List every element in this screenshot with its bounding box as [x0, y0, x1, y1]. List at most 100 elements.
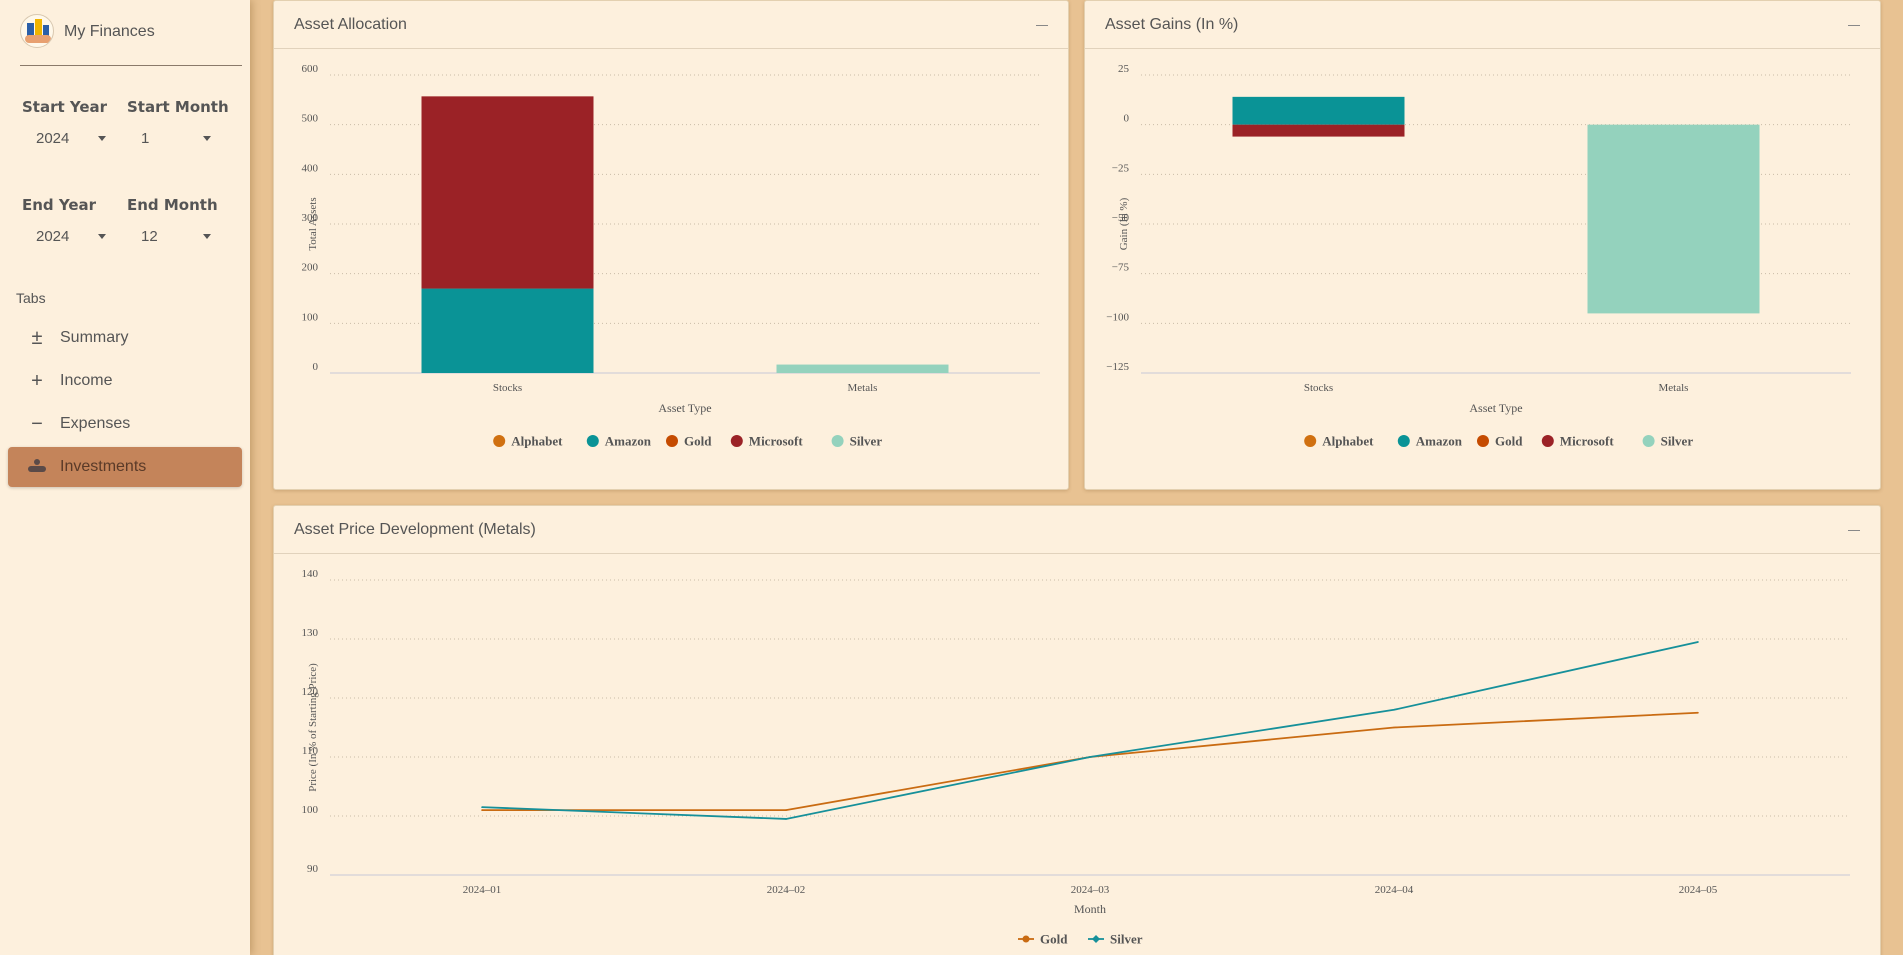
x-tick-label: 2024–04: [1375, 884, 1414, 896]
legend-marker-gold: [1477, 435, 1489, 447]
point-silver: [785, 818, 787, 820]
point-gold: [1393, 726, 1395, 729]
start-month-filter: Start Month 1: [127, 98, 232, 147]
point-gold: [481, 809, 483, 811]
brand[interactable]: My Finances: [20, 14, 242, 66]
line-silver: [481, 641, 1699, 820]
card-header: Asset Gains (In %): [1085, 1, 1880, 49]
y-tick-label: 90: [307, 863, 319, 875]
y-tick-label: 200: [302, 262, 319, 274]
bar-microsoft-stocks: [421, 96, 594, 289]
legend-label-silver: Silver: [1110, 932, 1143, 947]
y-tick-label: −25: [1112, 162, 1130, 174]
y-tick-label: 100: [302, 311, 319, 323]
y-tick-label: 110: [302, 745, 319, 757]
bar-silver-metals: [776, 364, 949, 373]
collapse-button[interactable]: [1848, 19, 1860, 31]
asset-allocation-title: Asset Allocation: [294, 15, 407, 33]
x-tick-label: 2024–02: [767, 884, 806, 896]
tab-income-label: Income: [60, 372, 113, 389]
legend-label-alphabet: Alphabet: [1322, 434, 1374, 449]
tab-income[interactable]: + Income: [8, 361, 242, 401]
x-tick-label: 2024–03: [1071, 884, 1110, 896]
y-axis-label: Price (In % of Starting Price): [307, 663, 319, 792]
y-tick-label: 120: [302, 686, 319, 698]
sidebar: My Finances Start Year 2024 Start Month …: [0, 0, 250, 955]
caret-down-icon: [203, 136, 211, 141]
end-year-label: End Year: [22, 196, 97, 214]
legend-marker-silver: [831, 435, 844, 447]
end-filters: End Year 2024 End Month 12: [22, 196, 232, 245]
end-year-value: 2024: [36, 228, 70, 245]
collapse-button[interactable]: [1036, 19, 1048, 31]
legend-marker-amazon: [1397, 435, 1410, 447]
legend-label-amazon: Amazon: [1416, 434, 1463, 449]
asset-gains-chart: 25 0 −25 −50 −75 −100 −125 Stocks Metals Asset Ty…: [1106, 63, 1851, 449]
card-header: Asset Allocation: [274, 1, 1068, 49]
legend-label-microsoft: Microsoft: [1560, 434, 1615, 449]
y-tick-label: −100: [1106, 311, 1129, 323]
legend-marker-microsoft: [1541, 435, 1554, 447]
point-gold: [785, 809, 787, 811]
collapse-button[interactable]: [1848, 524, 1860, 536]
minus-icon: −: [31, 413, 43, 435]
caret-down-icon: [98, 234, 106, 239]
tab-summary[interactable]: ± Summary: [8, 318, 242, 358]
x-tick-label: Metals: [1659, 382, 1689, 394]
x-tick-label: 2024–05: [1679, 884, 1718, 896]
legend-label-silver: Silver: [850, 434, 883, 449]
y-tick-label: 0: [313, 361, 319, 373]
finance-logo-icon: [20, 14, 54, 48]
point-silver: [481, 806, 483, 808]
asset-price-chart: 90 100 110 120 130 140 2024–01 2024–02 2024–03 20…: [302, 568, 1850, 947]
tab-investments-label: Investments: [60, 458, 147, 475]
start-year-select[interactable]: 2024: [36, 130, 106, 147]
tab-expenses[interactable]: − Expenses: [8, 404, 242, 444]
y-axis-label: Gain (In %): [1118, 197, 1130, 250]
legend-label-gold: Gold: [1495, 434, 1523, 449]
start-filters: Start Year 2024 Start Month 1: [22, 98, 232, 147]
end-month-select[interactable]: 12: [141, 228, 211, 245]
legend-label-silver: Silver: [1661, 434, 1694, 449]
start-year-label: Start Year: [22, 98, 108, 116]
tab-expenses-label: Expenses: [60, 415, 131, 432]
legend-marker-gold: [1022, 935, 1030, 943]
tab-investments[interactable]: Investments: [8, 447, 242, 487]
caret-down-icon: [98, 136, 106, 141]
asset-price-title: Asset Price Development (Metals): [294, 520, 536, 538]
hand-coin-icon: [28, 457, 46, 477]
legend-marker-alphabet: [493, 435, 506, 447]
line-gold: [482, 711, 1699, 812]
start-year-value: 2024: [36, 130, 70, 147]
y-tick-label: −75: [1112, 262, 1130, 274]
asset-allocation-chart: 0 100 200 300 400 500 600 Stocks Metals Asset Typ…: [302, 63, 1040, 449]
y-tick-label: 600: [302, 63, 319, 75]
legend-label-gold: Gold: [1040, 932, 1068, 947]
start-month-label: Start Month: [127, 98, 229, 116]
caret-down-icon: [203, 234, 211, 239]
end-year-filter: End Year 2024: [22, 196, 127, 245]
start-year-filter: Start Year 2024: [22, 98, 127, 147]
point-silver: [1089, 756, 1091, 758]
x-tick-label: 2024–01: [463, 884, 502, 896]
card-header: Asset Price Development (Metals): [274, 506, 1880, 554]
asset-gains-card: Asset Gains (In %) 25 0 −25 −50 −75 −100 −125 S…: [1084, 0, 1881, 490]
x-axis-label: Asset Type: [658, 401, 711, 415]
y-tick-label: 140: [302, 568, 319, 580]
start-month-select[interactable]: 1: [141, 130, 211, 147]
y-tick-label: 300: [302, 212, 319, 224]
y-tick-label: 0: [1124, 113, 1130, 125]
y-tick-label: 500: [302, 113, 319, 125]
point-silver: [1697, 641, 1699, 643]
point-gold: [1697, 711, 1699, 714]
tabs-header: Tabs: [16, 290, 46, 306]
y-tick-label: 25: [1118, 63, 1130, 75]
legend-marker-microsoft: [730, 435, 743, 447]
end-month-filter: End Month 12: [127, 196, 232, 245]
legend-label-alphabet: Alphabet: [511, 434, 563, 449]
legend-marker-amazon: [586, 435, 599, 447]
x-tick-label: Metals: [848, 382, 878, 394]
legend-marker-silver: [1642, 435, 1655, 447]
legend-label-gold: Gold: [684, 434, 712, 449]
end-year-select[interactable]: 2024: [36, 228, 106, 245]
